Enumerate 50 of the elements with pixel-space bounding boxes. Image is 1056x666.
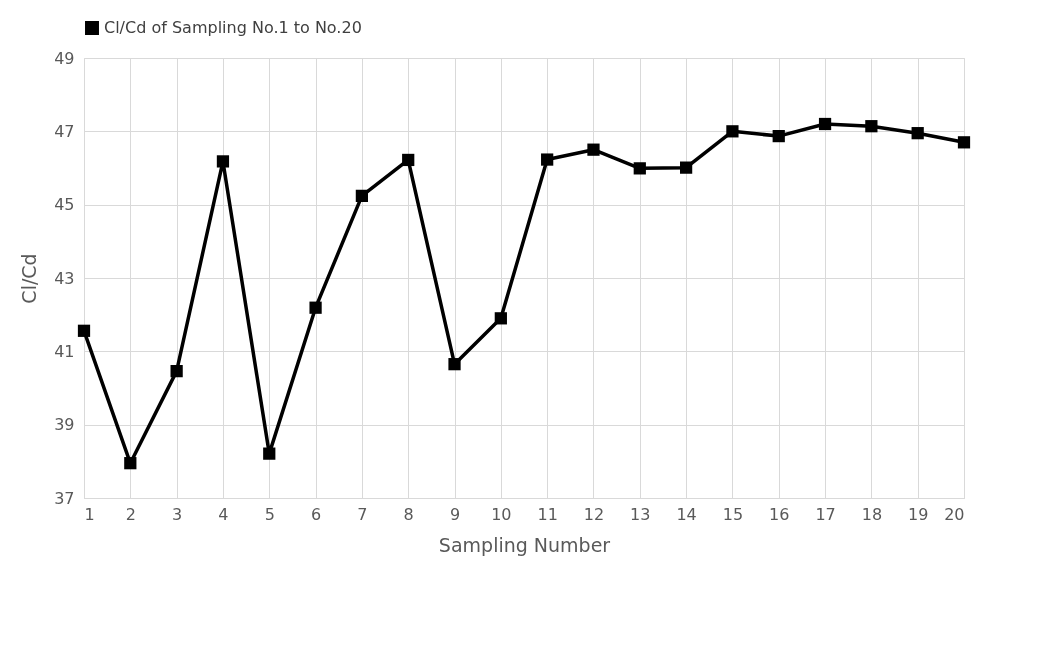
y-axis-title: Cl/Cd <box>18 253 41 304</box>
point <box>587 143 600 156</box>
x-tick-label: 3 <box>172 504 183 524</box>
x-tick-label: 18 <box>861 504 883 524</box>
x-tick-label: 8 <box>403 504 414 524</box>
point <box>170 365 183 378</box>
point <box>865 120 878 133</box>
x-axis-title: Sampling Number <box>438 533 611 556</box>
y-tick-label: 45 <box>54 195 75 215</box>
point <box>402 153 415 167</box>
point <box>633 162 646 175</box>
point <box>541 153 554 166</box>
x-tick-label: 5 <box>264 504 275 524</box>
point <box>911 127 924 140</box>
x-tick-label: 11 <box>537 504 558 524</box>
point <box>263 447 276 460</box>
x-tick-label: 13 <box>630 504 651 524</box>
point <box>216 155 230 168</box>
point <box>124 457 137 470</box>
point <box>77 324 91 337</box>
x-tick-label: 9 <box>449 504 461 524</box>
x-tick-label: 6 <box>310 504 322 524</box>
y-tick-label: 41 <box>54 341 75 361</box>
y-tick-label: 37 <box>54 488 75 508</box>
y-tick-label: 47 <box>54 121 75 141</box>
legend-label: Cl/Cd of Sampling No.1 to No.20 <box>104 18 362 37</box>
y-tick-label: 43 <box>54 268 75 288</box>
x-tick-label: 14 <box>676 504 697 524</box>
x-tick-label: 2 <box>125 504 136 524</box>
x-tick-label: 17 <box>815 504 836 524</box>
x-tick-label: 19 <box>908 504 929 524</box>
y-tick-label: 39 <box>54 415 75 435</box>
point <box>679 161 693 174</box>
point <box>957 136 971 149</box>
point <box>726 125 739 138</box>
point <box>355 189 369 202</box>
point <box>309 301 322 314</box>
point <box>494 312 507 325</box>
x-tick-label: 7 <box>357 504 368 524</box>
point <box>772 129 785 143</box>
x-tick-label: 10 <box>491 504 512 524</box>
x-tick-label: 12 <box>583 504 605 524</box>
x-tick-label: 16 <box>769 504 790 524</box>
x-tick-label: 1 <box>84 504 95 524</box>
x-tick-label: 4 <box>218 504 229 524</box>
x-tick-label: 20 <box>944 504 965 524</box>
point <box>448 358 461 371</box>
y-tick-label: 49 <box>54 48 75 68</box>
x-tick-label: 15 <box>722 504 744 524</box>
point <box>818 117 832 131</box>
